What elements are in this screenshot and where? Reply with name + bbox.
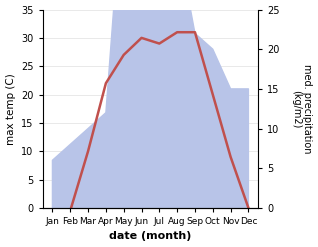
X-axis label: date (month): date (month) [109, 231, 192, 242]
Y-axis label: med. precipitation
(kg/m2): med. precipitation (kg/m2) [291, 64, 313, 153]
Y-axis label: max temp (C): max temp (C) [5, 73, 16, 144]
